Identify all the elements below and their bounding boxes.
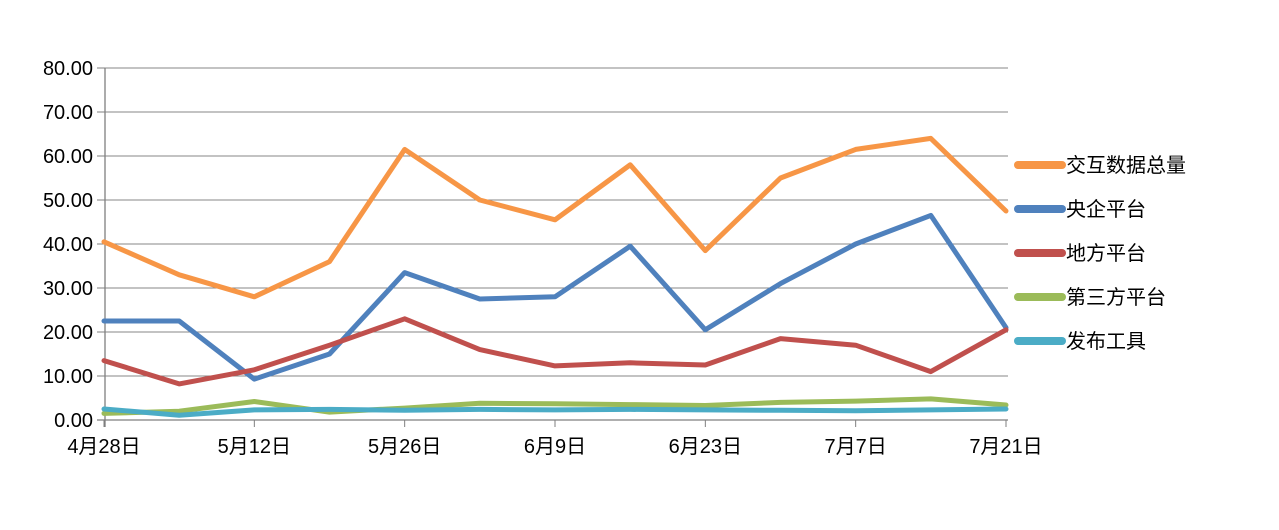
legend-item: 央企平台 bbox=[1014, 198, 1146, 221]
y-tick-label: 20.00 bbox=[43, 322, 93, 344]
x-tick-label: 5月26日 bbox=[368, 436, 441, 458]
legend-label: 地方平台 bbox=[1066, 242, 1146, 265]
series-line-3 bbox=[101, 396, 1009, 416]
x-tick-label: 5月12日 bbox=[218, 436, 291, 458]
y-axis-labels: 0.00 10.00 20.00 30.00 40.00 50.00 60.00 70.00 8… bbox=[43, 58, 93, 432]
y-tick-label: 70.00 bbox=[43, 102, 93, 124]
x-axis-labels: 4月28日 5月12日 5月26日 6月9日 6月23日 7月7日 7月21日 bbox=[67, 436, 1042, 458]
y-tick-label: 60.00 bbox=[43, 146, 93, 168]
series-line-0 bbox=[101, 135, 1009, 300]
x-tick-label: 6月9日 bbox=[524, 436, 586, 458]
y-tick-label: 40.00 bbox=[43, 234, 93, 256]
legend-item: 地方平台 bbox=[1014, 242, 1146, 265]
x-tick-label: 7月21日 bbox=[969, 436, 1042, 458]
x-tick-label: 4月28日 bbox=[67, 436, 140, 458]
y-tick-label: 0.00 bbox=[54, 410, 93, 432]
x-tick-label: 6月23日 bbox=[669, 436, 742, 458]
axes bbox=[97, 68, 1008, 427]
legend-item: 第三方平台 bbox=[1014, 286, 1166, 309]
y-tick-label: 10.00 bbox=[43, 366, 93, 388]
legend-label: 交互数据总量 bbox=[1066, 154, 1186, 177]
x-tick-label: 7月7日 bbox=[825, 436, 887, 458]
legend-label: 第三方平台 bbox=[1066, 286, 1166, 309]
series-line-1 bbox=[101, 212, 1009, 382]
series-line-4 bbox=[101, 406, 1009, 418]
y-tick-label: 30.00 bbox=[43, 278, 93, 300]
gridlines bbox=[105, 67, 1008, 377]
series-lines bbox=[101, 135, 1009, 418]
series-line-2 bbox=[101, 316, 1009, 387]
legend-label: 发布工具 bbox=[1066, 330, 1146, 353]
y-tick-label: 50.00 bbox=[43, 190, 93, 212]
legend-item: 交互数据总量 bbox=[1014, 154, 1186, 177]
legend-label: 央企平台 bbox=[1066, 198, 1146, 221]
legend-item: 发布工具 bbox=[1014, 330, 1146, 353]
y-tick-label: 80.00 bbox=[43, 58, 93, 80]
